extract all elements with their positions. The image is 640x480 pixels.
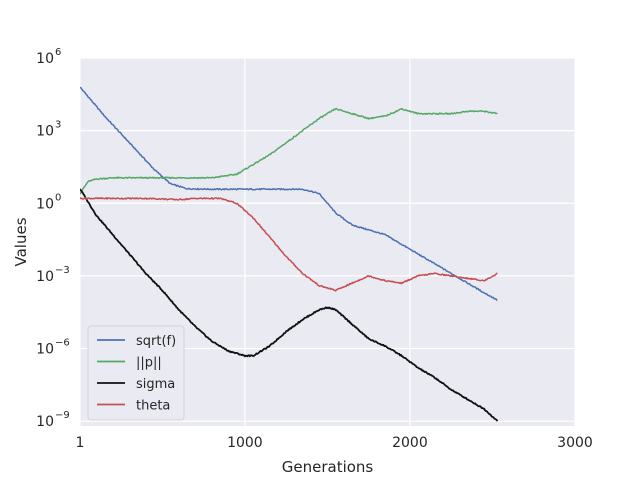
y-tick-exponent: 3 <box>55 120 61 131</box>
y-tick-label: 10 <box>36 196 54 212</box>
series-line-theta <box>80 197 498 292</box>
x-tick-label: 1 <box>76 435 85 451</box>
legend-label: sigma <box>136 377 175 392</box>
legend-box <box>87 325 185 421</box>
y-tick-label: 10 <box>36 124 54 140</box>
x-tick-labels: 1 1000 2000 3000 <box>76 435 593 451</box>
legend-label: ||p|| <box>136 356 162 371</box>
y-tick-label: 10 <box>36 342 54 358</box>
series-line-sigma <box>80 188 499 422</box>
legend: sqrt(f) ||p|| sigma theta <box>87 325 185 421</box>
x-axis-label: Generations <box>282 458 374 476</box>
y-axis-label: Values <box>12 217 30 266</box>
y-tick-exponent: 6 <box>55 47 61 58</box>
x-tick-label: 2000 <box>392 435 428 451</box>
y-tick-exponent: −9 <box>55 410 70 421</box>
series-line-p <box>80 107 498 195</box>
x-tick-label: 3000 <box>557 435 593 451</box>
legend-label: sqrt(f) <box>136 334 176 349</box>
y-tick-exponent: −6 <box>55 338 70 349</box>
legend-label: theta <box>136 399 170 414</box>
y-tick-label: 10 <box>36 269 54 285</box>
y-tick-label: 10 <box>36 414 54 430</box>
y-tick-exponent: 0 <box>55 192 61 203</box>
y-tick-exponent: −3 <box>55 265 70 276</box>
series-layer <box>80 86 499 422</box>
x-tick-label: 1000 <box>227 435 263 451</box>
y-tick-label: 10 <box>36 51 54 67</box>
series-line-sqrt-f <box>80 86 498 301</box>
